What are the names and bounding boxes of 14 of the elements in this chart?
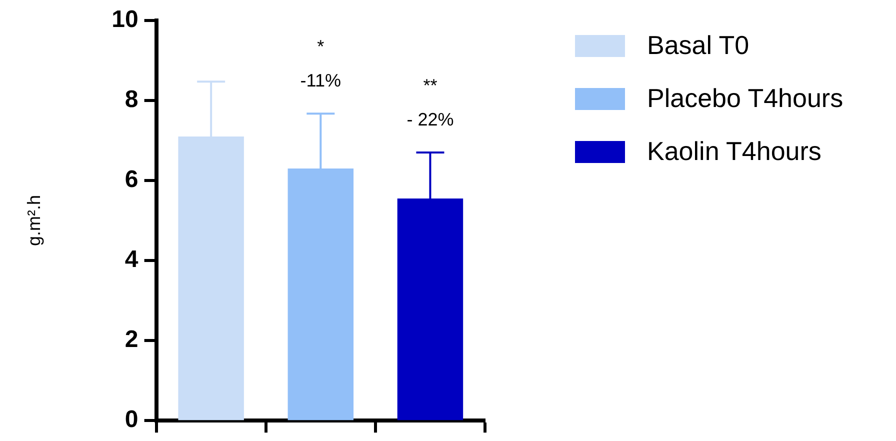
y-tick-label: 0 bbox=[124, 406, 138, 434]
y-axis-title: g.m².h bbox=[24, 194, 44, 246]
annotation: ** bbox=[423, 75, 438, 96]
annotation: -11% bbox=[300, 70, 341, 91]
legend-label: Basal T0 bbox=[647, 30, 750, 61]
annotation: - 22% bbox=[406, 109, 454, 130]
y-tick-label: 10 bbox=[112, 6, 138, 34]
y-tick-label: 6 bbox=[124, 166, 138, 194]
y-tick-label: 4 bbox=[124, 246, 139, 274]
y-tick-label: 8 bbox=[124, 86, 138, 114]
legend-label: Placebo T4hours bbox=[647, 83, 844, 114]
y-tick-label: 2 bbox=[124, 326, 138, 354]
legend-label: Kaolin T4hours bbox=[647, 136, 822, 167]
annotation: * bbox=[317, 36, 324, 57]
